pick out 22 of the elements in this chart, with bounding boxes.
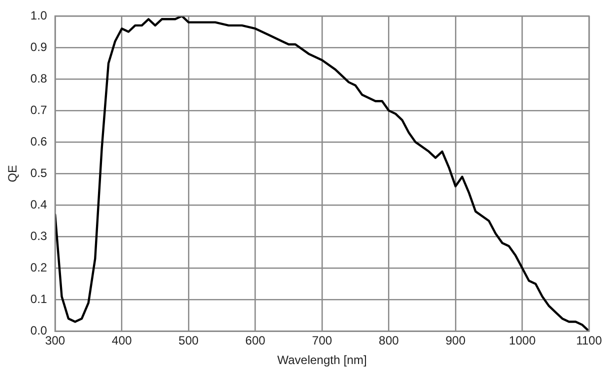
y-tick-label: 0.1 xyxy=(30,292,48,306)
x-axis-title: Wavelength [nm] xyxy=(277,353,367,368)
y-tick-label: 0.9 xyxy=(30,40,48,54)
y-tick-label: 0.0 xyxy=(30,324,48,338)
y-axis-title: QE xyxy=(6,164,20,182)
x-tick-label: 900 xyxy=(446,334,466,348)
y-tick-label: 0.5 xyxy=(30,166,48,180)
y-tick-label: 1.0 xyxy=(30,8,48,22)
x-tick-label: 1000 xyxy=(508,334,536,348)
y-tick-label: 0.8 xyxy=(30,71,48,86)
y-tick-label: 0.4 xyxy=(30,197,48,212)
x-tick-label: 400 xyxy=(112,334,132,348)
x-tick-label: 500 xyxy=(178,334,199,348)
x-tick-label: 300 xyxy=(45,334,66,348)
x-tick-label: 1100 xyxy=(576,334,602,348)
y-tick-label: 0.2 xyxy=(30,260,48,274)
y-tick-label: 0.7 xyxy=(30,102,48,117)
x-tick-label: 700 xyxy=(312,334,332,348)
x-tick-label: 600 xyxy=(245,334,266,348)
y-tick-label: 0.6 xyxy=(30,134,48,148)
y-tick-label: 0.3 xyxy=(30,228,48,243)
x-tick-label: 800 xyxy=(378,334,400,348)
